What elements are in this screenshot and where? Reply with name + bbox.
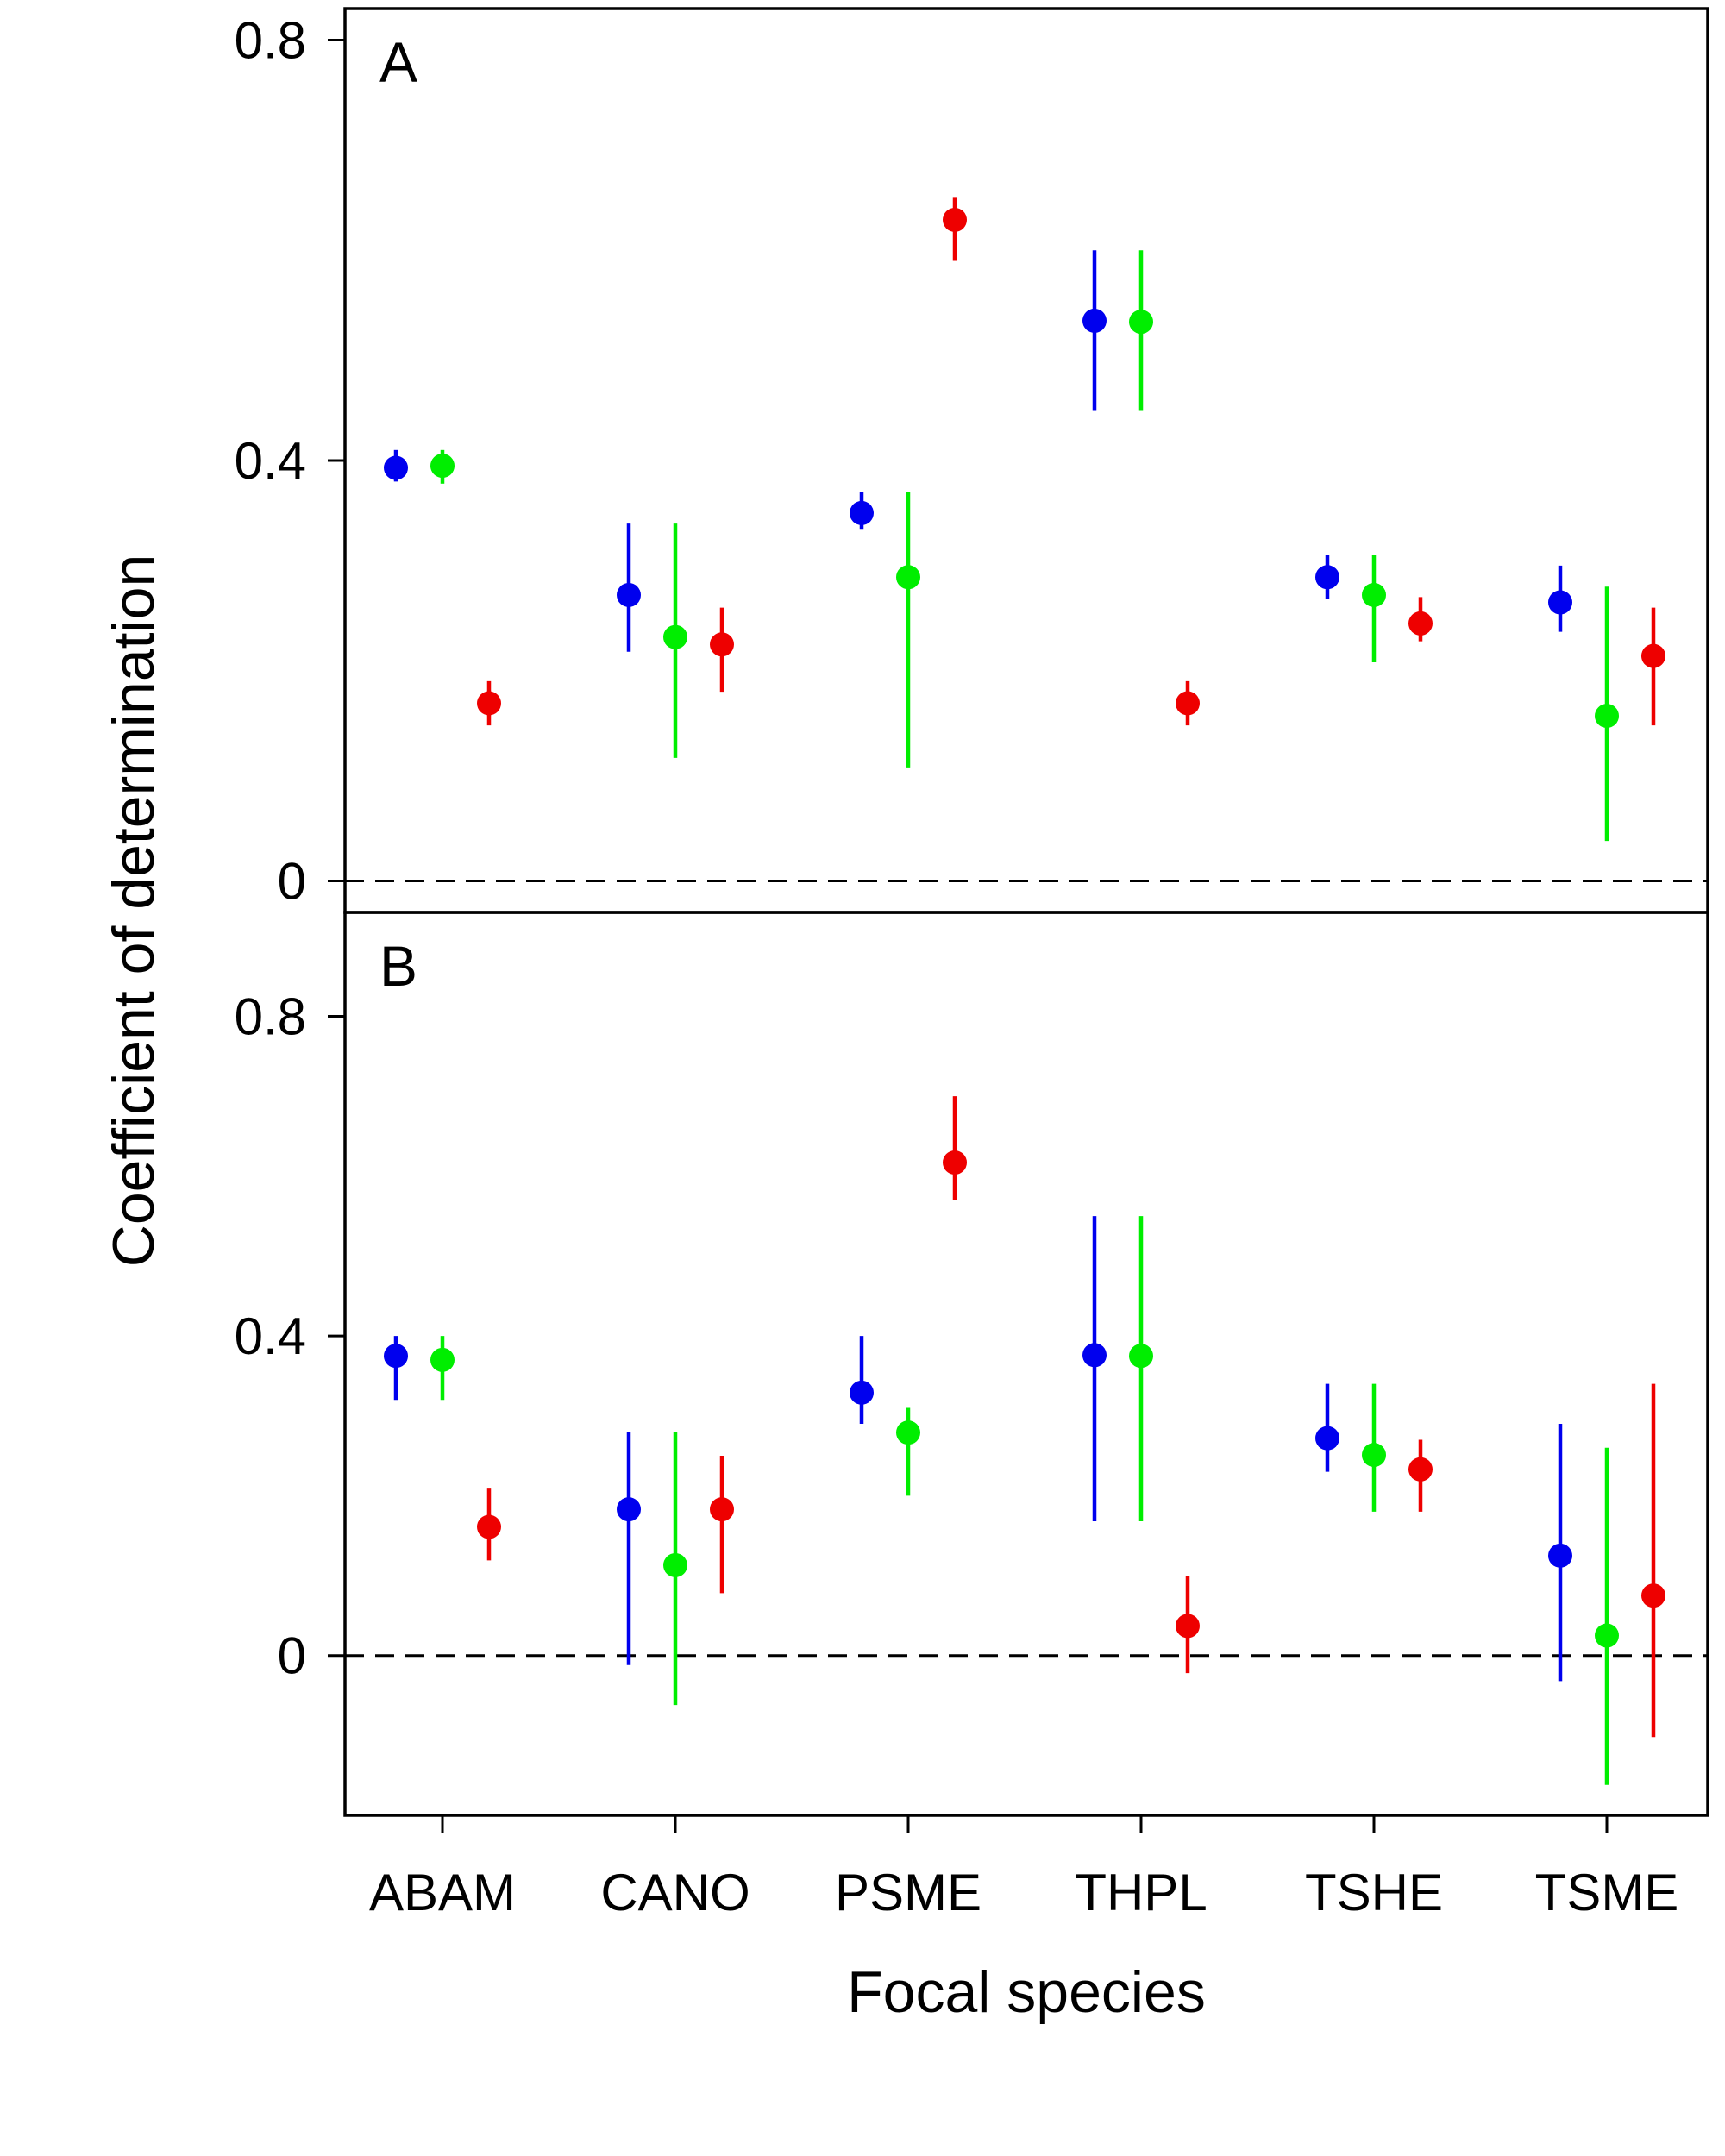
y-tick-label: 0 — [278, 852, 306, 910]
panel-frame — [343, 911, 1709, 1817]
data-point — [617, 1497, 641, 1522]
panel-label-b: B — [380, 934, 417, 998]
data-point — [477, 691, 501, 716]
data-point — [1176, 1614, 1200, 1639]
data-point — [477, 1514, 501, 1539]
data-point — [1362, 582, 1386, 607]
data-point — [1408, 611, 1433, 636]
data-point — [1548, 1543, 1572, 1568]
y-tick-label: 0.4 — [235, 1307, 306, 1365]
data-point — [896, 565, 920, 590]
data-point — [896, 1420, 920, 1445]
x-tick-label: ABAM — [369, 1864, 516, 1921]
x-axis: ABAM CANO PSME THPL TSHE TSME — [369, 1815, 1678, 1921]
data-point — [1641, 643, 1665, 668]
x-tick-label: TSHE — [1305, 1864, 1443, 1921]
x-tick-label: PSME — [835, 1864, 982, 1921]
data-point — [710, 632, 734, 657]
x-axis-title: Focal species — [847, 1959, 1206, 2025]
data-point — [384, 455, 408, 480]
y-tick-label: 0.8 — [235, 12, 306, 70]
data-point — [943, 207, 967, 232]
data-point — [943, 1150, 967, 1175]
data-point — [1641, 1583, 1665, 1608]
data-point — [1362, 1443, 1386, 1468]
data-point — [850, 500, 874, 525]
x-tick-label: THPL — [1075, 1864, 1207, 1921]
x-tick-label: CANO — [600, 1864, 750, 1921]
data-point — [850, 1380, 874, 1405]
data-point — [1408, 1457, 1433, 1482]
data-point — [663, 1552, 687, 1577]
data-point — [1129, 310, 1153, 335]
panel-a: 0 0.4 0.8 A — [235, 7, 1709, 914]
x-tick-label: TSME — [1535, 1864, 1679, 1921]
y-tick-label: 0.4 — [235, 432, 306, 490]
panel-frame — [343, 7, 1709, 914]
data-point — [1082, 1343, 1107, 1368]
data-point — [710, 1497, 734, 1522]
data-point — [1082, 308, 1107, 333]
data-point — [1315, 1426, 1339, 1451]
data-point — [430, 454, 455, 479]
panel-label-a: A — [380, 30, 417, 94]
panels-group: 0 0.4 0.8 A 0 0.4 0.8 B — [235, 7, 1709, 1817]
data-point — [617, 582, 641, 607]
y-axis-title: Coefficient of determination — [101, 555, 166, 1268]
data-point — [1315, 565, 1339, 590]
data-point — [663, 624, 687, 649]
panel-b: 0 0.4 0.8 B — [235, 911, 1709, 1817]
data-point — [430, 1347, 455, 1372]
data-point — [1176, 691, 1200, 716]
y-tick-label: 0 — [278, 1627, 306, 1685]
y-tick-label: 0.8 — [235, 987, 306, 1045]
data-point — [1595, 1623, 1619, 1648]
data-point — [1595, 704, 1619, 729]
data-point — [1548, 590, 1572, 615]
data-point — [384, 1344, 408, 1369]
data-point — [1129, 1344, 1153, 1369]
